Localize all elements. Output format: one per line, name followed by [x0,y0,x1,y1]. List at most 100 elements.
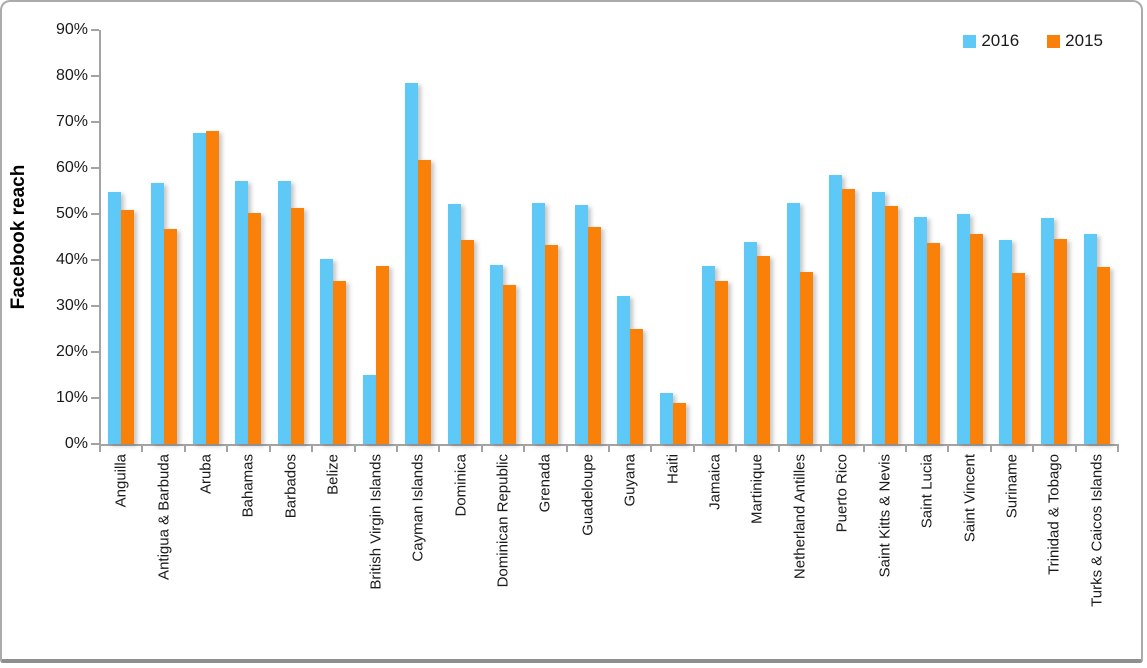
legend-item-2015: 2015 [1047,31,1103,51]
x-category-label: British Virgin Islands [367,454,385,590]
bar-2015-cayman-islands [418,160,432,444]
bar-2016-martinique [744,241,758,444]
bar-2016-trinidad-tobago [1041,218,1055,444]
bar-2016-jamaica [702,265,716,444]
bar-2015-british-virgin-islands [375,266,389,444]
legend-swatch-2016 [963,34,977,48]
x-axis-tick [650,444,653,452]
x-category-label: Antigua & Barbuda [155,454,172,580]
y-axis-tick [91,121,99,123]
bar-2016-british-virgin-islands [362,375,376,444]
x-axis-tick [480,444,483,452]
x-axis-tick [565,444,568,452]
x-category-label: Haiti [664,454,681,485]
x-category-label: Anguilla [112,454,130,508]
x-category-label: Saint Vincent [960,454,978,543]
bar-2015-turks-caicos-islands [1096,267,1110,444]
y-tick-label: 0% [64,435,88,452]
legend-swatch-2015 [1047,34,1061,48]
x-category-label: Suriname [1003,454,1021,519]
y-axis-tick [91,443,99,445]
x-category-label: Turks & Caicos Islands [1088,454,1106,607]
x-axis-tick [947,444,950,452]
x-axis-tick [141,444,144,452]
x-category-label: Bahamas [239,454,257,518]
bar-2016-dominican-republic [489,264,503,444]
bar-2015-saint-lucia [927,242,941,444]
bar-2015-saint-kitts-nevis [884,206,898,444]
x-category-label: Jamaica [706,454,724,510]
bar-2015-anguilla [121,209,135,444]
x-axis-tick [608,444,610,452]
bar-2015-belize [333,280,347,444]
x-axis-tick [99,444,101,452]
bar-2016-bahamas [235,180,249,444]
y-tick-label: 60% [55,159,88,176]
y-axis-tick [91,351,99,353]
y-axis-tick [91,29,99,31]
x-axis-tick [989,444,992,452]
y-tick-label: 20% [55,343,88,360]
bar-2015-netherland-antilles [799,271,813,444]
bar-2016-anguilla [108,191,122,444]
y-axis-line [99,30,101,446]
x-category-label: Aruba [197,454,215,495]
x-axis-tick [904,444,907,452]
x-axis-tick [438,444,441,452]
bar-2015-dominica [460,239,474,444]
x-axis-tick [523,444,526,452]
y-axis-tick [91,167,99,169]
x-category-label: Saint Lucia [918,454,936,529]
x-category-label: Puerto Rico [833,454,851,533]
bar-2016-netherland-antilles [786,203,800,444]
x-axis-tick [1032,444,1035,452]
bar-2015-aruba [206,131,220,444]
y-tick-label: 70% [55,113,88,130]
bar-2016-guyana [617,295,631,444]
x-axis-tick [777,444,780,452]
x-category-label: Dominica [451,454,469,517]
bar-2016-cayman-islands [405,82,419,444]
y-axis-title: Facebook reach [8,164,29,310]
x-category-label: Barbados [282,454,300,519]
bar-2015-barbados [290,208,304,444]
bar-2015-dominican-republic [502,285,516,444]
bar-2015-suriname [1011,273,1025,444]
y-axis-tick [91,213,99,215]
bar-2016-suriname [998,240,1012,444]
bar-2015-saint-vincent [969,233,983,444]
x-axis-tick [692,444,695,452]
y-axis-tick [91,259,99,261]
x-axis-tick [183,444,186,452]
bar-2016-dominica [447,204,461,444]
x-category-label: Dominican Republic [494,454,512,588]
x-axis-tick [820,444,823,452]
x-category-label: Guyana [621,454,639,507]
y-tick-label: 30% [55,297,88,314]
bar-2015-puerto-rico [842,189,856,444]
bar-2016-belize [320,258,334,444]
bar-2015-grenada [545,244,559,444]
x-category-label: Netherland Antilles [791,454,809,580]
y-tick-label: 40% [55,251,88,268]
x-axis-tick [1074,444,1077,452]
y-tick-label: 80% [55,67,88,84]
y-axis-tick [91,305,99,307]
x-category-label: Belize [324,454,342,495]
bar-2015-jamaica [715,281,729,444]
bar-2015-trinidad-tobago [1054,238,1068,444]
bar-2015-bahamas [248,212,262,444]
bar-2016-puerto-rico [829,175,843,444]
x-category-label: Guadeloupe [579,454,597,536]
x-axis-tick [735,444,738,452]
bar-2016-guadeloupe [574,205,588,444]
y-tick-label: 50% [55,205,88,222]
bar-2016-saint-kitts-nevis [871,192,885,444]
x-category-label: Trinidad & Tobago [1045,454,1063,575]
bar-2015-guadeloupe [587,226,601,444]
x-category-label: Grenada [536,454,554,513]
y-tick-label: 90% [55,21,88,38]
legend-label-2015: 2015 [1065,31,1103,50]
bar-2016-haiti [659,392,673,444]
